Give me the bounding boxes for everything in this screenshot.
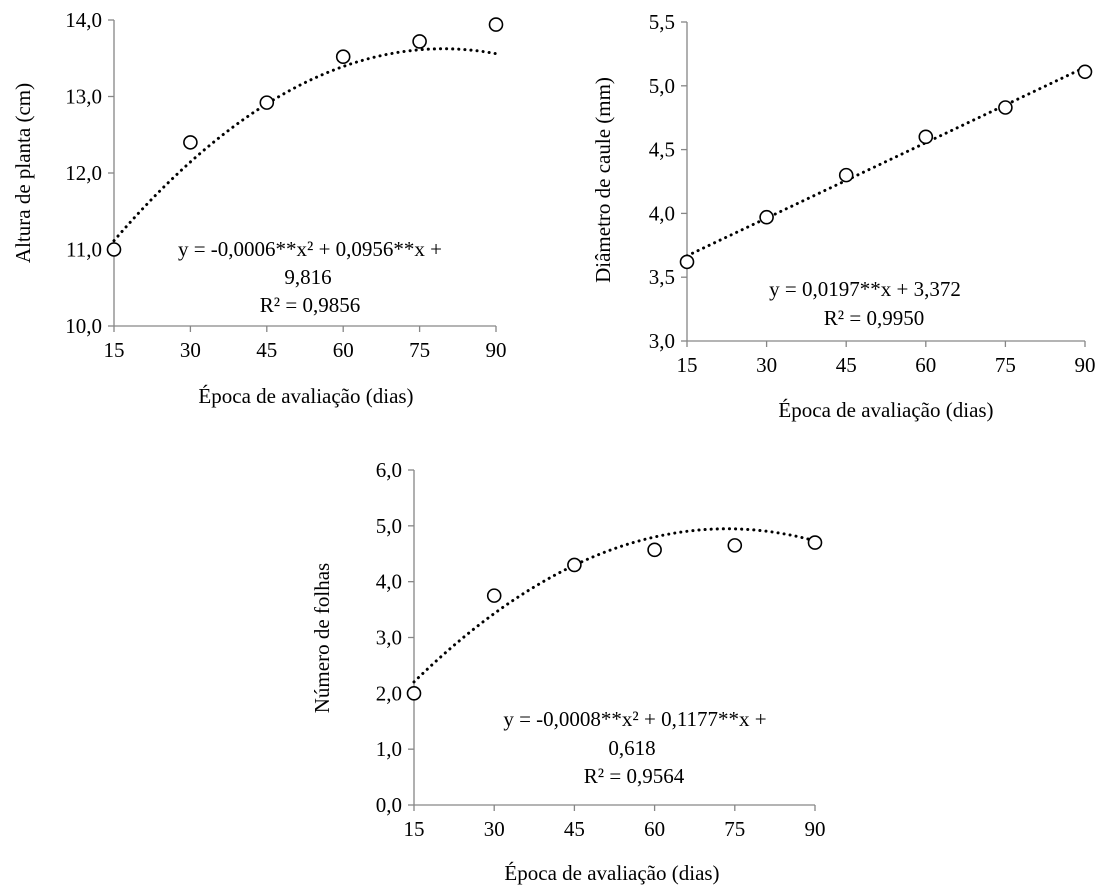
y-tick-label: 2,0 xyxy=(376,681,402,705)
data-point xyxy=(838,167,854,183)
y-tick-label: 11,0 xyxy=(66,238,102,262)
y-tick-label: 6,0 xyxy=(376,458,402,482)
y-tick-label: 3,5 xyxy=(649,265,675,289)
data-point xyxy=(647,542,662,558)
x-tick-label: 15 xyxy=(104,338,125,362)
data-point xyxy=(759,209,774,225)
x-tick-label: 60 xyxy=(644,817,665,841)
y-tick-labels: 0,0 1,0 2,0 3,0 4,0 5,0 6,0 xyxy=(376,458,414,817)
data-point xyxy=(486,588,502,603)
x-tick-label: 30 xyxy=(484,817,505,841)
data-point xyxy=(1077,64,1093,80)
data-point xyxy=(727,538,743,553)
trendline xyxy=(685,65,1087,258)
x-tick-label: 30 xyxy=(756,353,777,377)
data-point xyxy=(259,95,275,110)
trendline-path xyxy=(112,47,498,243)
x-tick-label: 75 xyxy=(724,817,745,841)
x-axis-label: Época de avaliação (dias) xyxy=(504,861,719,885)
x-tick-labels: 15 30 45 60 75 90 xyxy=(404,805,826,841)
y-tick-label: 10,0 xyxy=(65,314,102,338)
x-tick-label: 60 xyxy=(915,353,936,377)
x-tick-labels: 15 30 45 60 75 90 xyxy=(104,326,507,362)
data-point xyxy=(412,34,427,49)
y-tick-label: 5,0 xyxy=(376,514,402,538)
chart-diametro-de-caule: 3,0 3,5 4,0 4,5 5,0 5,5 15 30 45 60 75 90 Diâmetro… xyxy=(591,10,1096,422)
equation-line-2: 0,618 xyxy=(608,736,655,760)
data-point xyxy=(918,129,934,145)
trendline xyxy=(412,527,817,684)
x-tick-label: 15 xyxy=(404,817,425,841)
equation-line-1: y = -0,0006**x² + 0,0956**x + xyxy=(178,237,442,261)
x-tick-label: 75 xyxy=(995,353,1016,377)
x-tick-labels: 15 30 45 60 75 90 xyxy=(677,341,1096,377)
x-tick-label: 60 xyxy=(333,338,354,362)
y-tick-label: 0,0 xyxy=(376,793,402,817)
x-tick-label: 15 xyxy=(677,353,698,377)
data-point xyxy=(106,242,122,257)
data-point xyxy=(406,686,422,701)
y-axis-label: Diâmetro de caule (mm) xyxy=(591,77,615,283)
y-tick-label: 5,5 xyxy=(649,10,675,34)
y-tick-label: 4,5 xyxy=(649,138,675,162)
trendline-path xyxy=(412,527,817,684)
y-tick-label: 3,0 xyxy=(376,626,402,650)
x-axis-label: Época de avaliação (dias) xyxy=(778,398,993,422)
equation-line-1: y = -0,0008**x² + 0,1177**x + xyxy=(503,707,766,731)
x-tick-label: 45 xyxy=(836,353,857,377)
data-point xyxy=(679,254,695,270)
y-tick-label: 14,0 xyxy=(65,8,102,32)
y-tick-label: 3,0 xyxy=(649,329,675,353)
y-tick-labels: 10,0 11,0 12,0 13,0 14,0 xyxy=(65,8,114,338)
x-tick-label: 90 xyxy=(1075,353,1096,377)
trendline xyxy=(112,47,498,243)
data-point xyxy=(183,135,198,150)
data-points xyxy=(406,535,823,701)
y-tick-labels: 3,0 3,5 4,0 4,5 5,0 5,5 xyxy=(649,10,687,353)
data-point xyxy=(567,557,582,573)
y-tick-label: 1,0 xyxy=(376,737,402,761)
r-squared-label: R² = 0,9950 xyxy=(824,306,924,330)
trendline-path xyxy=(685,65,1087,258)
x-tick-label: 30 xyxy=(180,338,201,362)
y-tick-label: 4,0 xyxy=(649,201,675,225)
equation-line-2: 9,816 xyxy=(284,265,331,289)
y-tick-label: 4,0 xyxy=(376,570,402,594)
equation-line-1: y = 0,0197**x + 3,372 xyxy=(769,277,961,301)
x-tick-label: 45 xyxy=(256,338,277,362)
y-axis-label: Altura de planta (cm) xyxy=(11,83,35,263)
chart-altura-de-planta: 10,0 11,0 12,0 13,0 14,0 15 30 45 60 75 90 Altura… xyxy=(11,8,507,408)
data-points xyxy=(106,17,504,257)
x-tick-label: 90 xyxy=(486,338,507,362)
x-axis-label: Época de avaliação (dias) xyxy=(198,384,413,408)
data-point xyxy=(335,49,351,65)
x-tick-label: 75 xyxy=(409,338,430,362)
data-points xyxy=(679,64,1093,270)
chart-numero-de-folhas: 0,0 1,0 2,0 3,0 4,0 5,0 6,0 15 30 45 60 75 90 Númer… xyxy=(310,458,826,885)
data-point xyxy=(807,535,823,550)
y-tick-label: 13,0 xyxy=(65,85,102,109)
y-axis-label: Número de folhas xyxy=(310,563,334,713)
y-tick-label: 5,0 xyxy=(649,74,675,98)
data-point xyxy=(998,100,1013,115)
r-squared-label: R² = 0,9564 xyxy=(584,764,685,788)
x-tick-label: 45 xyxy=(564,817,585,841)
x-tick-label: 90 xyxy=(805,817,826,841)
y-tick-label: 12,0 xyxy=(65,161,102,185)
r-squared-label: R² = 0,9856 xyxy=(260,293,360,317)
data-point xyxy=(488,17,504,32)
